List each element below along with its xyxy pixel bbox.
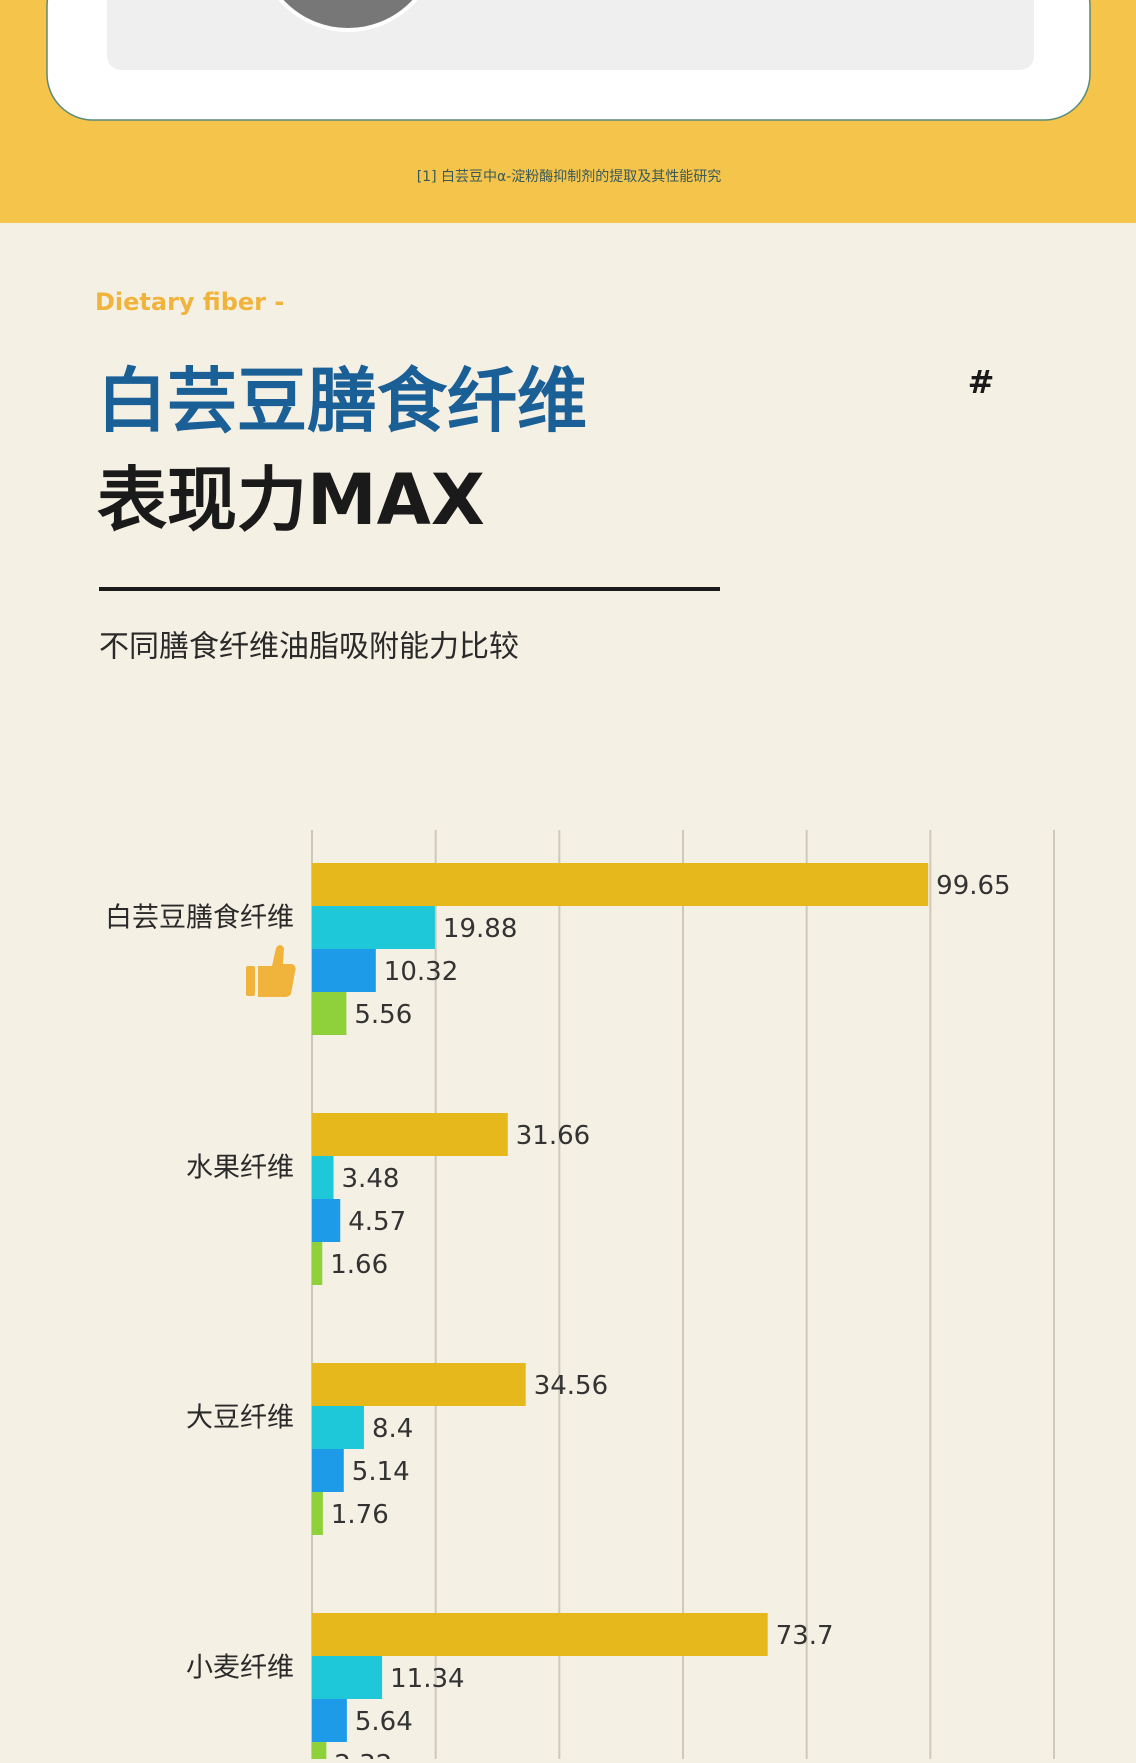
bar [312,1406,364,1449]
headline-line1: 白芸豆膳食纤维 [97,360,587,442]
value-label: 3.48 [342,1164,400,1194]
bar [312,1492,323,1535]
photo [278,0,418,32]
bar [312,949,376,992]
value-label: 8.4 [372,1414,413,1444]
value-label: 5.14 [352,1457,410,1487]
category-label: 大豆纤维 [186,1402,294,1433]
value-label: 34.56 [534,1371,608,1401]
value-label: 2.32 [334,1750,392,1759]
value-label: 19.88 [443,914,517,944]
bar [312,1656,383,1699]
category-label: 白芸豆膳食纤维 [105,902,294,933]
bar [312,906,435,949]
value-label: 1.66 [330,1250,388,1280]
value-label: 5.64 [355,1707,413,1737]
bar [312,1699,347,1742]
value-label: 1.76 [331,1500,389,1530]
divider [99,587,720,591]
bar [312,1242,323,1285]
bar [312,1363,526,1406]
eyebrow: Dietary fiber - [95,288,284,316]
value-label: 10.32 [384,957,458,987]
bar [312,1199,341,1242]
category-label: 水果纤维 [186,1152,294,1183]
headline-line2: 表现力MAX [97,459,485,541]
bar [312,1742,327,1763]
card-inner [107,0,1034,70]
plot: 白芸豆膳食纤维 99.65 19.88 10.32 5.56 水果纤维 31.66 3.48 4… [105,830,1055,1763]
value-label: 73.7 [776,1621,834,1651]
value-label: 4.57 [348,1207,406,1237]
category-label: 小麦纤维 [186,1652,294,1683]
value-label: 31.66 [516,1121,590,1151]
chart-title: 不同膳食纤维油脂吸附能力比较 [99,630,519,665]
hash-mark: # [968,363,995,401]
value-label: 5.56 [354,1000,412,1030]
footnote: [1] 白芸豆中α-淀粉酶抑制剂的提取及其性能研究 [417,169,722,185]
bar [312,1156,334,1199]
bar [312,863,929,906]
value-label: 11.34 [390,1664,464,1694]
value-label: 99.65 [936,871,1010,901]
thumbs-up-icon [246,945,296,997]
bar [312,1449,344,1492]
bar [312,1613,768,1656]
bar [312,992,347,1035]
bar [312,1113,508,1156]
